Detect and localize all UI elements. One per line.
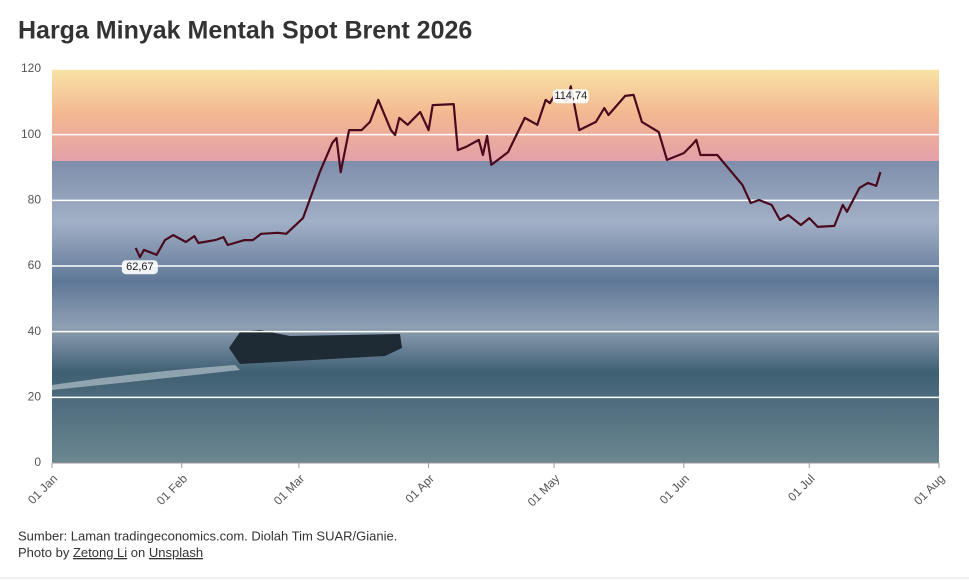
photo-sky (52, 69, 939, 161)
photo-ship (229, 330, 402, 364)
x-tick-label: 01 Jun (657, 471, 692, 506)
x-tick-label: 01 Feb (154, 471, 191, 508)
credit-middle: on (131, 545, 145, 560)
y-tick-label: 120 (21, 61, 41, 75)
y-tick-label: 80 (28, 193, 42, 207)
price-line (134, 85, 882, 259)
y-tick-label: 0 (34, 455, 41, 469)
value-label-bg (552, 89, 589, 104)
value-label: 62,67 (126, 261, 154, 273)
x-tick-label: 01 Jul (785, 471, 818, 504)
y-tick-label: 20 (28, 390, 42, 404)
x-tick-label: 01 May (525, 471, 563, 509)
credit-site[interactable]: Unsplash (149, 545, 203, 560)
x-tick-label: 01 Jan (25, 471, 60, 506)
photo-wake (52, 365, 240, 390)
credit-author[interactable]: Zetong Li (73, 545, 127, 560)
x-tick-label: 01 Apr (402, 471, 436, 505)
credit-prefix: Photo by (18, 545, 70, 560)
x-tick-label: 01 Aug (911, 471, 947, 507)
credit: Photo by Zetong Li on Unsplash (18, 545, 203, 560)
chart-title: Harga Minyak Mentah Spot Brent 2026 (18, 17, 472, 45)
value-label: 114,74 (554, 90, 587, 102)
value-label-bg (121, 260, 158, 275)
y-tick-label: 40 (28, 324, 42, 338)
y-tick-label: 60 (28, 258, 42, 272)
x-tick-label: 01 Mar (271, 471, 307, 507)
source: Sumber: Laman tradingeconomics.com. Diol… (18, 528, 397, 543)
y-tick-label: 100 (21, 127, 41, 141)
photo-sea (52, 161, 939, 463)
